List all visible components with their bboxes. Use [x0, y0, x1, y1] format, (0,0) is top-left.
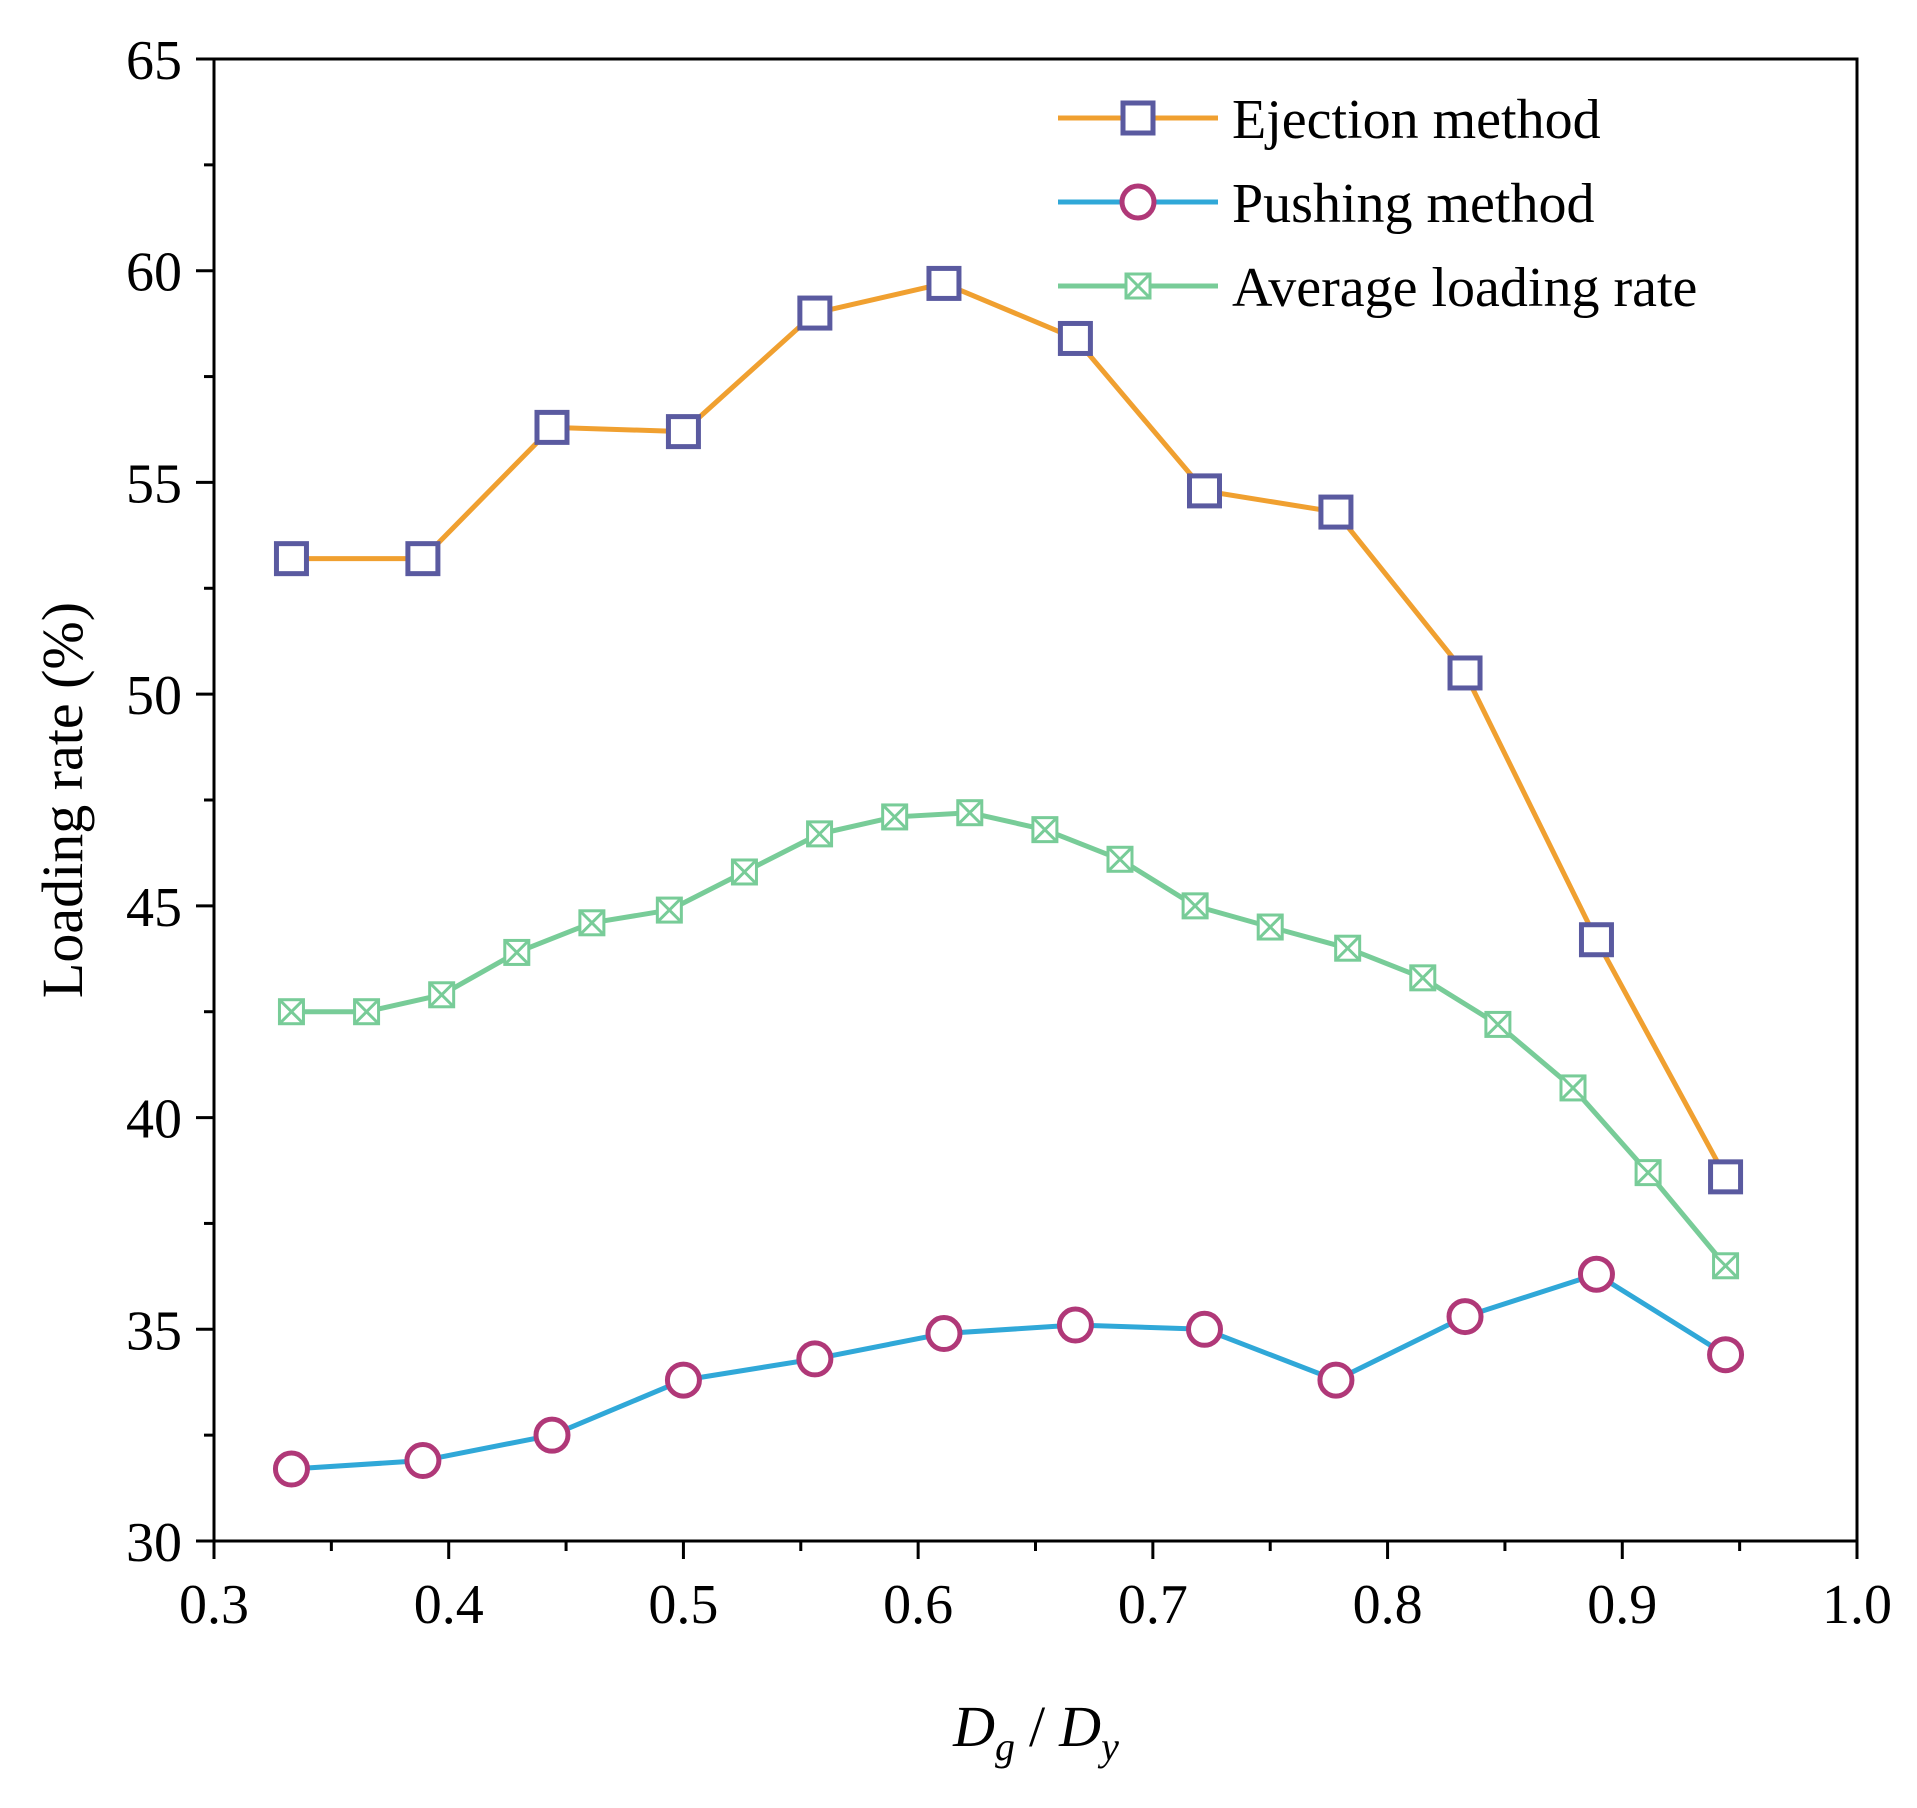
x-axis-title-numerator-subscript: g [995, 1724, 1015, 1769]
x-tick-label: 0.3 [179, 1574, 249, 1636]
ejection-point [1447, 655, 1483, 691]
average-point [1106, 845, 1134, 873]
ejection-point [405, 541, 441, 577]
ejection-point [1708, 1159, 1744, 1195]
average-series [277, 799, 1740, 1280]
x-tick-label: 1.0 [1822, 1574, 1892, 1636]
average-point [655, 896, 683, 924]
average-line [291, 810, 1728, 1268]
average-point [956, 799, 984, 827]
y-tick-label: 65 [126, 30, 182, 92]
x-tick-label: 0.9 [1587, 1574, 1657, 1636]
average-point [806, 820, 834, 848]
pushing-series [272, 1255, 1745, 1488]
average-point [1634, 1159, 1662, 1187]
y-axis-title: Loading rate (%) [30, 602, 95, 998]
x-tick-label: 0.7 [1118, 1574, 1188, 1636]
x-axis-title-denominator-subscript: y [1097, 1724, 1119, 1769]
ejection-point [534, 409, 570, 445]
x-tick-label: 0.8 [1353, 1574, 1423, 1636]
average-point [1559, 1074, 1587, 1102]
y-tick-label: 55 [126, 453, 182, 515]
average-point [1256, 913, 1284, 941]
ejection-point [1057, 320, 1093, 356]
y-tick-label: 45 [126, 877, 182, 939]
average-point [1181, 892, 1209, 920]
y-tick-label: 50 [126, 665, 182, 727]
x-axis-title-denominator: D [1058, 1694, 1101, 1759]
legend: Ejection method Pushing method Average loa… [1058, 89, 1697, 319]
average-point [881, 803, 909, 831]
x-tick-label: 0.4 [414, 1574, 484, 1636]
average-point [1031, 816, 1059, 844]
ejection-point [1318, 494, 1354, 530]
y-tick-label: 35 [126, 1300, 182, 1362]
y-tick-label: 30 [126, 1512, 182, 1574]
y-tick-label: 40 [126, 1089, 182, 1151]
ticks-layer [196, 57, 1859, 1559]
average-point [1334, 934, 1362, 962]
pushing-point [1707, 1336, 1745, 1374]
tick-labels-layer: 0.3 0.4 0.5 0.6 0.7 0.8 0.9 1.0 30 35 40 45 50 55 60 65 [126, 30, 1892, 1636]
average-point [503, 938, 531, 966]
legend-item-ejection: Ejection method [1058, 89, 1601, 151]
legend-item-average: Average loading rate [1058, 257, 1697, 319]
pushing-point [925, 1315, 963, 1353]
average-point [730, 858, 758, 886]
x-axis-title-separator: / [1029, 1694, 1046, 1759]
ejection-point [273, 541, 309, 577]
legend-item-pushing: Pushing method [1058, 173, 1594, 235]
ejection-point [1186, 473, 1222, 509]
average-point [428, 981, 456, 1009]
y-tick-label: 60 [126, 242, 182, 304]
x-tick-label: 0.5 [648, 1574, 718, 1636]
legend-label: Pushing method [1232, 173, 1594, 235]
pushing-point [796, 1340, 834, 1378]
ejection-line [291, 280, 1728, 1179]
pushing-point [664, 1361, 702, 1399]
ejection-point [926, 265, 962, 301]
ejection-point [1578, 922, 1614, 958]
pushing-point [272, 1450, 310, 1488]
series-layer [272, 265, 1745, 1488]
x-axis-title-numerator: D [952, 1694, 995, 1759]
pushing-point [533, 1416, 571, 1454]
legend-swatch-marker [1119, 183, 1157, 221]
pushing-point [404, 1442, 442, 1480]
x-tick-label: 0.6 [883, 1574, 953, 1636]
legend-label: Ejection method [1232, 89, 1601, 151]
legend-swatch-marker [1120, 100, 1156, 136]
ejection-point [797, 295, 833, 331]
pushing-point [1577, 1255, 1615, 1293]
legend-label: Average loading rate [1232, 257, 1697, 319]
average-point [1484, 1010, 1512, 1038]
average-point [1409, 964, 1437, 992]
x-axis-title: Dg / Dy [952, 1694, 1119, 1769]
ejection-point [665, 414, 701, 450]
pushing-point [1185, 1310, 1223, 1348]
pushing-point [1446, 1298, 1484, 1336]
average-point [1712, 1252, 1740, 1280]
legend-swatch-marker [1124, 272, 1152, 300]
average-point [578, 909, 606, 937]
ejection-series [273, 265, 1744, 1195]
average-point [277, 998, 305, 1026]
pushing-point [1317, 1361, 1355, 1399]
average-point [353, 998, 381, 1026]
pushing-line [291, 1271, 1727, 1472]
pushing-point [1056, 1306, 1094, 1344]
